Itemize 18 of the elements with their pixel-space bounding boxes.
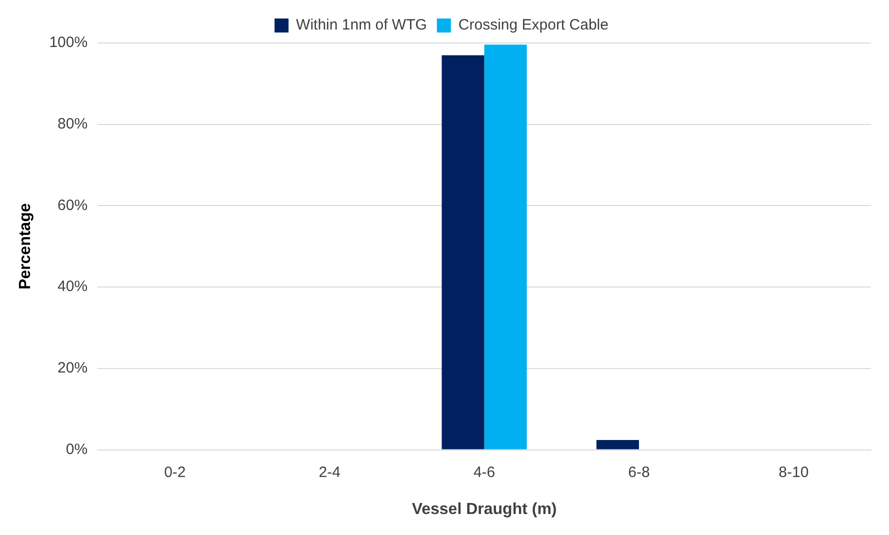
x-tick-label: 4-6: [473, 464, 496, 481]
bar: [596, 440, 639, 450]
y-tick-label: 100%: [49, 34, 88, 52]
y-tick-label: 20%: [58, 360, 88, 377]
x-axis-title: Vessel Draught (m): [412, 500, 557, 518]
y-tick-label: 0%: [66, 440, 88, 458]
bar: [484, 44, 527, 450]
legend-label: Within 1nm of WTG: [296, 16, 427, 34]
y-tick-label: 80%: [58, 116, 88, 132]
y-axis-title: Percentage: [17, 203, 34, 290]
x-tick-label: 6-8: [628, 464, 650, 481]
x-tick-label: 8-10: [778, 464, 809, 481]
y-tick-label: 60%: [58, 196, 88, 214]
y-tick-label: 40%: [58, 278, 88, 296]
bar: [442, 55, 484, 450]
x-tick-label: 2-4: [318, 464, 340, 481]
legend-label: Crossing Export Cable: [458, 16, 608, 34]
x-tick-label: 0-2: [164, 464, 186, 481]
